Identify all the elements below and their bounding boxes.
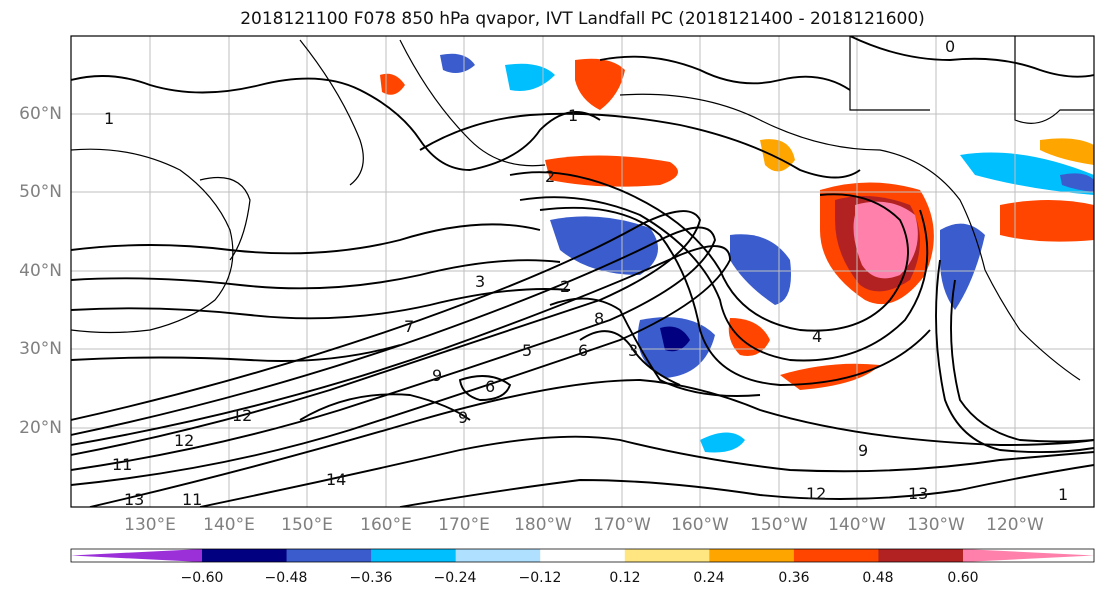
lat-label: 60°N	[19, 104, 62, 124]
colorbar-outline	[70, 548, 1095, 563]
contour-label: 13	[124, 490, 144, 509]
positive-anomaly-patch	[545, 155, 678, 187]
contour-label: 4	[812, 327, 822, 346]
coastlines	[71, 36, 1094, 381]
colorbar-tick-label: −0.12	[518, 570, 562, 586]
contour-label: 13	[908, 484, 928, 503]
lon-label: 170°W	[593, 515, 651, 535]
contour-label: 8	[594, 309, 604, 328]
contour-label: 11	[182, 490, 202, 509]
positive-anomaly-patch	[1040, 138, 1094, 165]
colorbar-segment	[963, 549, 1094, 562]
contour-label: 5	[522, 341, 532, 360]
contour-label: 7	[404, 317, 414, 336]
contour-label: 2	[560, 277, 570, 296]
map-frame	[70, 35, 1095, 508]
contour-label: 2	[545, 167, 555, 186]
contour-label: 12	[232, 406, 252, 425]
anomaly-fill-layer	[380, 53, 1094, 453]
contour-label: 6	[485, 377, 495, 396]
contour-label: 1	[104, 109, 114, 128]
colorbar-segment	[624, 549, 710, 562]
colorbar-tick-label: 0.36	[778, 570, 810, 586]
map-title: 2018121100 F078 850 hPa qvapor, IVT Land…	[240, 9, 925, 29]
colorbar-segment	[709, 549, 795, 562]
negative-anomaly-patch	[730, 234, 791, 305]
contour-label: 3	[475, 272, 485, 291]
colorbar-tick-label: −0.60	[180, 570, 224, 586]
positive-anomaly-patch	[853, 201, 918, 279]
lat-label: 40°N	[19, 261, 62, 281]
lat-label: 20°N	[19, 418, 62, 438]
colorbar-segment	[540, 549, 626, 562]
lon-label: 120°W	[986, 515, 1044, 535]
contour-label: 1	[1058, 485, 1068, 504]
lat-label: 50°N	[19, 182, 62, 202]
positive-anomaly-patch	[728, 318, 770, 356]
colorbar-tick-label: −0.48	[264, 570, 308, 586]
lon-label: 160°W	[671, 515, 729, 535]
colorbar-segment	[286, 549, 372, 562]
negative-anomaly-patch	[1060, 173, 1094, 192]
negative-anomaly-patch	[960, 152, 1094, 195]
negative-anomaly-patch	[440, 53, 475, 74]
negative-anomaly-patch	[940, 223, 985, 310]
colorbar-tick-label: −0.24	[433, 570, 477, 586]
contour-label: 0	[945, 37, 955, 56]
negative-anomaly-patch	[550, 216, 658, 275]
colorbar-segment	[793, 549, 879, 562]
lon-label: 140°W	[828, 515, 886, 535]
colorbar-tick-label: −0.36	[349, 570, 393, 586]
lon-label: 150°E	[281, 515, 333, 535]
negative-anomaly-patch	[700, 432, 745, 453]
colorbar-segment	[371, 549, 457, 562]
colorbar-segment	[202, 549, 288, 562]
colorbar-segments	[71, 549, 1094, 562]
contour-label: 9	[858, 441, 868, 460]
lon-label: 140°E	[203, 515, 255, 535]
contour-label: 11	[112, 455, 132, 474]
contour-label: 12	[806, 484, 826, 503]
ivt-contours	[71, 36, 1094, 507]
lon-label: 130°E	[124, 515, 176, 535]
lon-label: 180°W	[514, 515, 572, 535]
negative-anomaly-patch	[660, 326, 690, 352]
colorbar-segment	[71, 549, 202, 562]
positive-anomaly-patch	[575, 58, 625, 110]
colorbar-segment	[455, 549, 541, 562]
positive-anomaly-patch	[760, 139, 795, 172]
contour-label: 14	[326, 470, 346, 489]
contour-label: 1	[568, 106, 578, 125]
contour-label: 9	[458, 408, 468, 427]
lon-label: 150°W	[750, 515, 808, 535]
contour-label: 9	[432, 366, 442, 385]
contour-label: 12	[174, 431, 194, 450]
colorbar-tick-label: 0.60	[947, 570, 979, 586]
colorbar-segment	[878, 549, 964, 562]
contour-label: 3	[628, 341, 638, 360]
lat-label: 30°N	[19, 339, 62, 359]
positive-anomaly-patch	[1000, 200, 1094, 242]
contour-labels: 0 1 1 2 2 3 3 4 5 6 6 7 8 9 9 9 11 11 12…	[104, 37, 1068, 509]
colorbar-tick-label: 0.24	[693, 570, 725, 586]
colorbar-tick-label: 0.48	[862, 570, 894, 586]
contour-label: 6	[578, 341, 588, 360]
lon-label: 170°E	[438, 515, 490, 535]
lon-label: 160°E	[360, 515, 412, 535]
lon-label: 130°W	[907, 515, 965, 535]
colorbar-tick-label: 0.12	[609, 570, 641, 586]
